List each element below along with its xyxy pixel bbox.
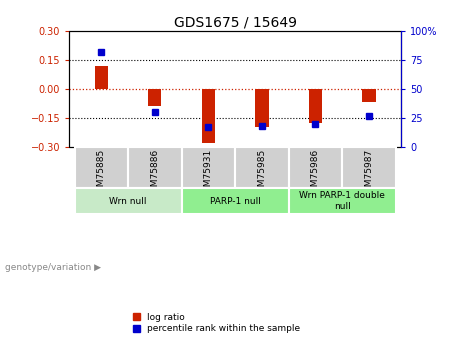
Bar (309, 89, 322, 123)
Bar (148, 89, 161, 106)
FancyBboxPatch shape (128, 147, 182, 188)
Text: PARP-1 null: PARP-1 null (210, 197, 260, 206)
Text: GSM75985: GSM75985 (257, 149, 266, 198)
Text: Wrn PARP-1 double
null: Wrn PARP-1 double null (299, 191, 385, 211)
FancyBboxPatch shape (182, 188, 289, 214)
FancyBboxPatch shape (342, 147, 396, 188)
FancyBboxPatch shape (182, 147, 235, 188)
Text: GSM75886: GSM75886 (150, 149, 160, 198)
Bar (255, 89, 269, 128)
Bar (362, 89, 376, 102)
FancyBboxPatch shape (235, 147, 289, 188)
Text: GSM75885: GSM75885 (97, 149, 106, 198)
Title: GDS1675 / 15649: GDS1675 / 15649 (174, 16, 296, 30)
Legend: log ratio, percentile rank within the sample: log ratio, percentile rank within the sa… (129, 309, 304, 337)
Text: Wrn null: Wrn null (109, 197, 147, 206)
Text: genotype/variation ▶: genotype/variation ▶ (5, 263, 100, 272)
Text: GSM75931: GSM75931 (204, 149, 213, 198)
Text: GSM75986: GSM75986 (311, 149, 320, 198)
FancyBboxPatch shape (289, 147, 342, 188)
Text: GSM75987: GSM75987 (365, 149, 373, 198)
FancyBboxPatch shape (289, 188, 396, 214)
Bar (95, 66, 108, 89)
FancyBboxPatch shape (75, 188, 182, 214)
Bar (201, 89, 215, 143)
FancyBboxPatch shape (75, 147, 128, 188)
